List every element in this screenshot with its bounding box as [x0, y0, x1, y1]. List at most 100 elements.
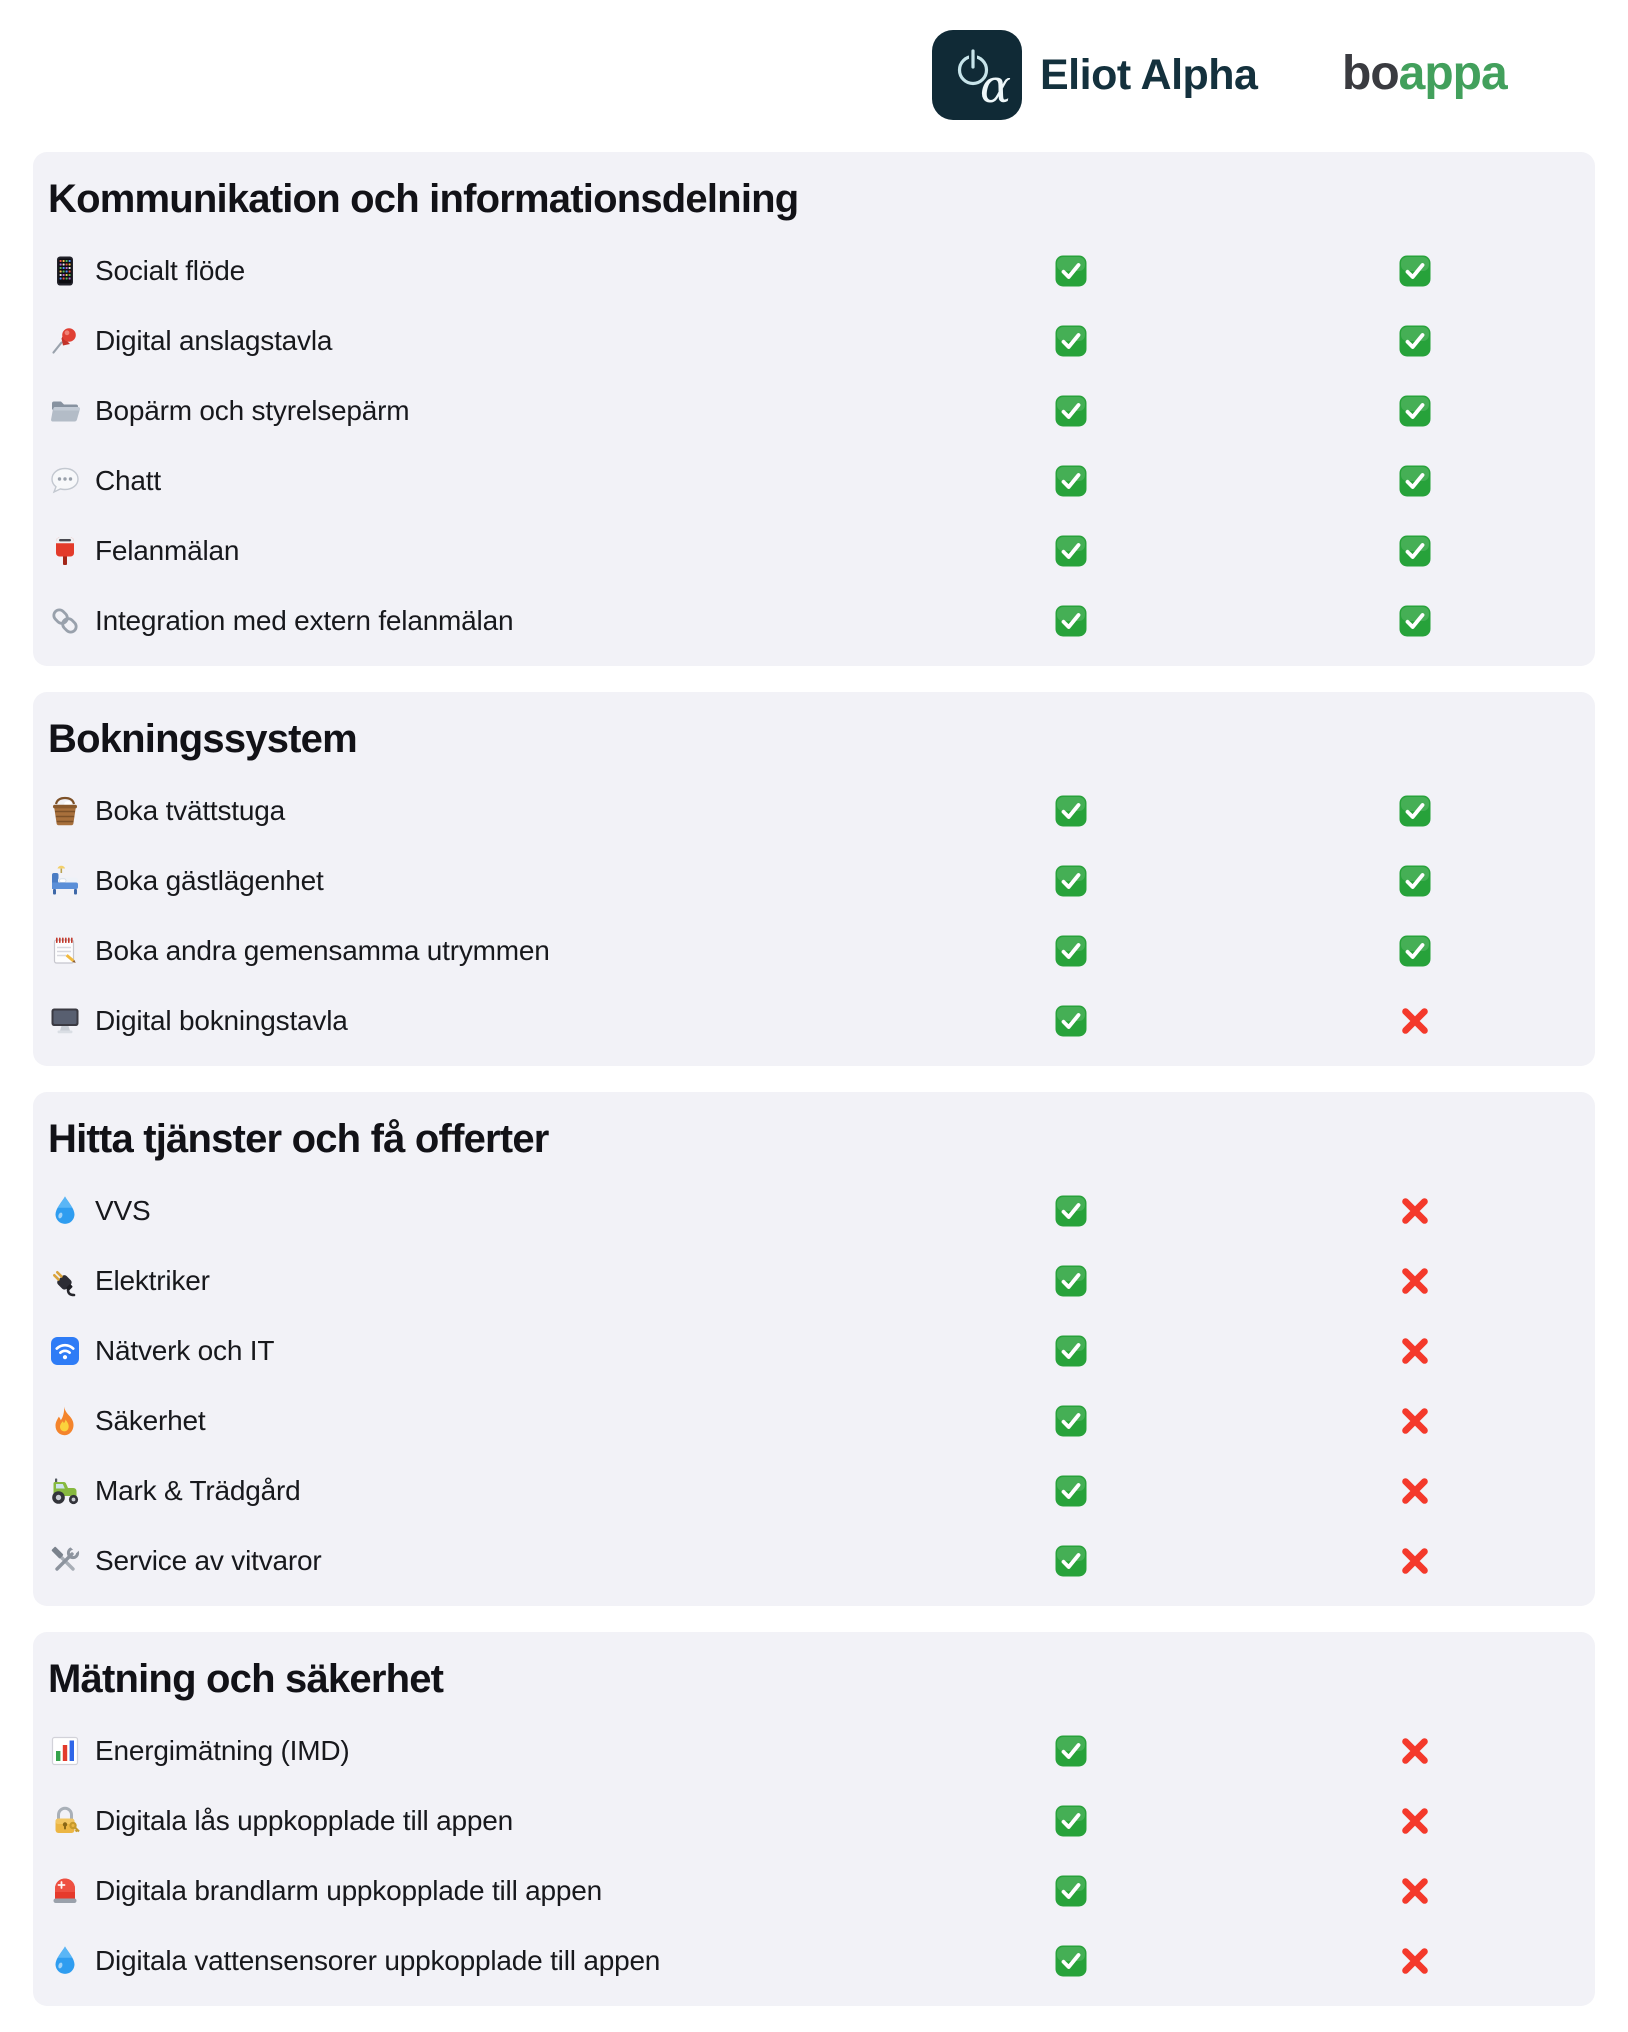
section-card: Mätning och säkerhet Energimätning (IMD)… — [33, 1632, 1595, 2006]
feature-row: Chatt — [33, 446, 1595, 516]
fire-icon — [48, 1404, 82, 1438]
cross-icon — [1398, 1804, 1432, 1838]
feature-row: Socialt flöde — [33, 236, 1595, 306]
check-icon — [1398, 604, 1432, 638]
link-icon — [48, 604, 82, 638]
check-icon — [1054, 1474, 1088, 1508]
postbox-icon — [48, 534, 82, 568]
check-icon — [1054, 1334, 1088, 1368]
check-icon — [1054, 1734, 1088, 1768]
feature-row: Service av vitvaror — [33, 1526, 1595, 1596]
feature-row: Elektriker — [33, 1246, 1595, 1316]
bed-icon — [48, 864, 82, 898]
notepad-icon — [48, 934, 82, 968]
section-rows: Energimätning (IMD) Digitala lås uppkopp… — [33, 1716, 1595, 1996]
power-alpha-logo-icon: α — [932, 30, 1022, 120]
check-icon — [1054, 794, 1088, 828]
section-rows: Socialt flöde Digital anslagstavla Bopär… — [33, 236, 1595, 656]
check-icon — [1054, 934, 1088, 968]
section-card: Hitta tjänster och få offerter VVS Elekt… — [33, 1092, 1595, 1606]
check-icon — [1054, 464, 1088, 498]
cross-icon — [1398, 1004, 1432, 1038]
section-title: Kommunikation och informationsdelning — [48, 177, 799, 221]
check-icon — [1398, 934, 1432, 968]
section-title: Mätning och säkerhet — [48, 1657, 444, 1701]
feature-label: Service av vitvaror — [95, 1545, 322, 1576]
feature-row: Boka tvättstuga — [33, 776, 1595, 846]
svg-text:α: α — [980, 59, 1011, 113]
check-icon — [1054, 1194, 1088, 1228]
basket-icon — [48, 794, 82, 828]
header: α Eliot Alpha bo appa — [0, 0, 1628, 152]
feature-row: Digitala vattensensorer uppkopplade till… — [33, 1926, 1595, 1996]
cross-icon — [1398, 1944, 1432, 1978]
check-icon — [1054, 324, 1088, 358]
feature-row: Mark & Trädgård — [33, 1456, 1595, 1526]
droplet-icon — [48, 1194, 82, 1228]
chart-icon — [48, 1734, 82, 1768]
boappa-wordmark: bo appa — [1342, 28, 1508, 118]
tractor-icon — [48, 1474, 82, 1508]
cross-icon — [1398, 1264, 1432, 1298]
feature-label: Boka gästlägenhet — [95, 865, 324, 896]
check-icon — [1054, 254, 1088, 288]
check-icon — [1054, 534, 1088, 568]
check-icon — [1054, 1004, 1088, 1038]
feature-row: Felanmälan — [33, 516, 1595, 586]
feature-label: Digital bokningstavla — [95, 1005, 348, 1036]
feature-label: Energimätning (IMD) — [95, 1735, 350, 1766]
feature-label: VVS — [95, 1195, 151, 1226]
check-icon — [1054, 1404, 1088, 1438]
chat-icon — [48, 464, 82, 498]
pin-icon — [48, 324, 82, 358]
wifi-icon — [48, 1334, 82, 1368]
check-icon — [1398, 794, 1432, 828]
feature-row: Digital anslagstavla — [33, 306, 1595, 376]
section-card: Bokningssystem Boka tvättstuga Boka gäst… — [33, 692, 1595, 1066]
feature-label: Digital anslagstavla — [95, 325, 333, 356]
check-icon — [1054, 1804, 1088, 1838]
feature-label: Bopärm och styrelsepärm — [95, 395, 410, 426]
feature-label: Chatt — [95, 465, 161, 496]
feature-label: Mark & Trädgård — [95, 1475, 301, 1506]
eliot-alpha-logo: α — [932, 30, 1022, 120]
feature-row: VVS — [33, 1176, 1595, 1246]
check-icon — [1054, 1874, 1088, 1908]
check-icon — [1398, 534, 1432, 568]
section-title: Bokningssystem — [48, 717, 358, 761]
section-rows: VVS Elektriker Nätverk och IT Säkerhet M… — [33, 1176, 1595, 1596]
feature-label: Boka andra gemensamma utrymmen — [95, 935, 550, 966]
tools-icon — [48, 1544, 82, 1578]
feature-row: Säkerhet — [33, 1386, 1595, 1456]
phone-icon — [48, 254, 82, 288]
feature-row: Digital bokningstavla — [33, 986, 1595, 1056]
check-icon — [1054, 604, 1088, 638]
feature-label: Boka tvättstuga — [95, 795, 286, 826]
feature-label: Digitala vattensensorer uppkopplade till… — [95, 1945, 661, 1976]
cross-icon — [1398, 1474, 1432, 1508]
cross-icon — [1398, 1874, 1432, 1908]
boappa-wordmark-bo: bo — [1342, 46, 1400, 100]
feature-row: Digitala brandlarm uppkopplade till appe… — [33, 1856, 1595, 1926]
cross-icon — [1398, 1334, 1432, 1368]
feature-row: Energimätning (IMD) — [33, 1716, 1595, 1786]
droplet-icon — [48, 1944, 82, 1978]
check-icon — [1398, 394, 1432, 428]
plug-icon — [48, 1264, 82, 1298]
feature-row: Bopärm och styrelsepärm — [33, 376, 1595, 446]
boappa-wordmark-appa: appa — [1398, 46, 1508, 100]
check-icon — [1054, 1544, 1088, 1578]
feature-row: Integration med extern felanmälan — [33, 586, 1595, 656]
feature-label: Elektriker — [95, 1265, 210, 1296]
cross-icon — [1398, 1404, 1432, 1438]
check-icon — [1054, 394, 1088, 428]
folder-icon — [48, 394, 82, 428]
feature-label: Felanmälan — [95, 535, 240, 566]
section-rows: Boka tvättstuga Boka gästlägenhet Boka a… — [33, 776, 1595, 1056]
check-icon — [1398, 254, 1432, 288]
cross-icon — [1398, 1734, 1432, 1768]
feature-label: Säkerhet — [95, 1405, 206, 1436]
check-icon — [1398, 464, 1432, 498]
feature-row: Nätverk och IT — [33, 1316, 1595, 1386]
